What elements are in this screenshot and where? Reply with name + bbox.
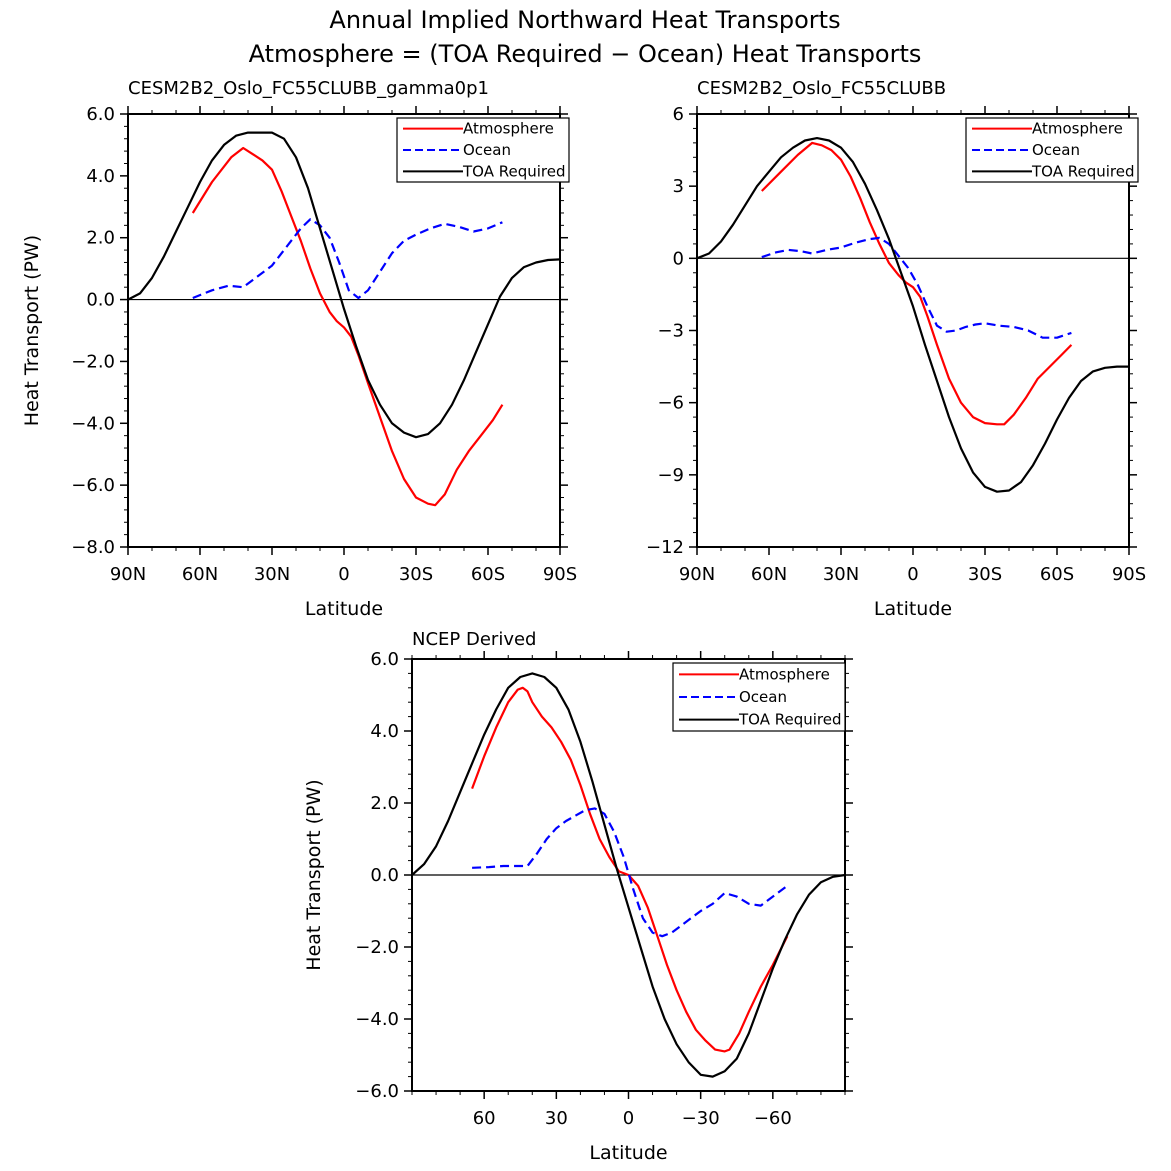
chart3-legend-label: Atmosphere: [739, 665, 830, 683]
chart2-ytick-label: 0: [673, 248, 684, 269]
chart3-title: NCEP Derived: [412, 629, 536, 650]
figure-title-line2: Atmosphere = (TOA Required − Ocean) Heat…: [249, 40, 922, 68]
chart2-series-atmosphere: [761, 141, 1073, 426]
chart3-xlabel: Latitude: [589, 1142, 667, 1164]
chart1-legend-label: TOA Required: [462, 162, 566, 180]
chart1-ylabel: Heat Transport (PW): [21, 235, 43, 426]
chart3-xtick-label: 60: [473, 1108, 496, 1129]
chart2-xlabel: Latitude: [874, 598, 952, 620]
chart3-ytick-label: −4.0: [355, 1009, 399, 1030]
chart2-ytick-label: −6: [657, 393, 684, 414]
chart3-panel: 60 30 0 −30 −60 6.0 4.0 2.0 0.0 −2.0 −4.0 −6.0 NCEP …: [303, 629, 853, 1164]
chart2-ytick-label: −3: [657, 321, 684, 342]
chart1-xtick-label: 90S: [543, 564, 577, 585]
chart1-xtick-label: 30S: [399, 564, 433, 585]
chart1-ytick-label: −2.0: [71, 351, 115, 372]
chart2-title: CESM2B2_Oslo_FC55CLUBB: [697, 78, 946, 99]
chart3-ytick-label: −6.0: [355, 1081, 399, 1102]
chart2-xtick-label: 30N: [823, 564, 859, 585]
chart3-ytick-label: 0.0: [370, 865, 399, 886]
chart3-xtick-label: −30: [682, 1108, 720, 1129]
chart2-xtick-label: 60N: [751, 564, 787, 585]
chart2-legend: Atmosphere Ocean TOA Required: [965, 117, 1139, 183]
chart3-series-atmosphere: [471, 686, 789, 1053]
chart1-series-atmosphere: [191, 146, 504, 507]
chart2-legend-label: Ocean: [1032, 141, 1080, 159]
chart2-panel: 90N 60N 30N 0 30S 60S 90S 6 3 0 −3 −6 −9 −12 CESM2B2_O…: [646, 78, 1146, 620]
chart1-ytick-label: 4.0: [86, 166, 115, 187]
chart3-ytick-label: 4.0: [370, 721, 399, 742]
chart2-xtick-label: 0: [907, 564, 918, 585]
chart1-xtick-label: 60S: [471, 564, 505, 585]
chart1-legend: Atmosphere Ocean TOA Required: [396, 117, 570, 183]
chart1-ytick-label: 0.0: [86, 290, 115, 311]
chart1-legend-label: Ocean: [463, 141, 511, 159]
chart1-xlabel: Latitude: [305, 598, 383, 620]
chart3-legend-label: TOA Required: [738, 711, 842, 729]
chart3-xtick-label: −60: [754, 1108, 792, 1129]
chart1-xtick-label: 0: [338, 564, 349, 585]
chart3-legend-label: Ocean: [739, 688, 787, 706]
chart1-ytick-label: −4.0: [71, 413, 115, 434]
chart1-xtick-label: 90N: [110, 564, 146, 585]
chart2-legend-label: Atmosphere: [1032, 120, 1123, 138]
chart2-legend-label: TOA Required: [1031, 162, 1135, 180]
chart1-ytick-label: 6.0: [86, 104, 115, 125]
chart1-title: CESM2B2_Oslo_FC55CLUBB_gamma0p1: [128, 78, 489, 99]
chart1-ytick-label: 2.0: [86, 228, 115, 249]
chart3-xtick-label: 0: [623, 1108, 634, 1129]
figure-title-line1: Annual Implied Northward Heat Transports: [329, 6, 840, 34]
chart2-xtick-label: 90S: [1112, 564, 1146, 585]
chart1-panel: 90N 60N 30N 0 30S 60S 90S 6.0 4.0 2.0 0.0 −2.0 −4.0 −…: [21, 78, 577, 620]
chart2-ytick-label: −12: [646, 537, 684, 558]
chart1-ytick-label: −6.0: [71, 475, 115, 496]
chart3-series-ocean: [472, 807, 788, 938]
chart1-series-ocean: [192, 218, 503, 300]
chart1-series-toa-required: [127, 131, 561, 439]
chart3-series-toa-required: [411, 672, 846, 1078]
chart2-ytick-label: 6: [673, 104, 684, 125]
chart1-legend-label: Atmosphere: [463, 120, 554, 138]
chart2-ytick-label: 3: [673, 176, 684, 197]
chart1-xtick-label: 30N: [254, 564, 290, 585]
chart3-ytick-label: −2.0: [355, 937, 399, 958]
chart2-xtick-label: 90N: [679, 564, 715, 585]
chart3-xtick-label: 30: [545, 1108, 568, 1129]
chart3-legend: Atmosphere Ocean TOA Required: [672, 662, 846, 732]
chart2-xtick-label: 60S: [1040, 564, 1074, 585]
chart1-ytick-label: −8.0: [71, 537, 115, 558]
chart3-ytick-label: 6.0: [370, 649, 399, 670]
chart2-ytick-label: −9: [657, 465, 684, 486]
chart2-series-toa-required: [696, 137, 1129, 493]
chart3-ylabel: Heat Transport (PW): [303, 779, 325, 970]
chart2-series-ocean: [761, 236, 1072, 339]
chart1-xtick-label: 60N: [182, 564, 218, 585]
chart2-xtick-label: 30S: [968, 564, 1002, 585]
chart3-ytick-label: 2.0: [370, 793, 399, 814]
